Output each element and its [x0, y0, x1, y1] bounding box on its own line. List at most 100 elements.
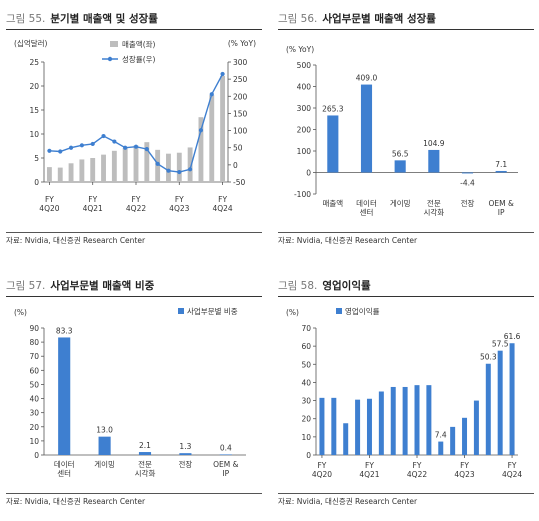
- fig56-category-label: 매출액: [322, 198, 343, 208]
- fig55-x-tick-label: 4Q21: [83, 204, 103, 213]
- fig57-source: 자료: Nvidia, 대신증권 Research Center: [6, 497, 146, 506]
- fig56-number: 그림 56.: [278, 12, 318, 25]
- fig58-y-tick-label: 50: [301, 360, 311, 369]
- fig58-value-label: 50.3: [480, 353, 497, 362]
- fig55-x-tick-label: 4Q23: [169, 204, 189, 213]
- fig56-category-label: 데이터: [356, 198, 377, 208]
- fig55-y-right-unit: (% YoY): [228, 39, 256, 48]
- fig56-bar: [428, 149, 440, 173]
- fig58-x-tick-label: 4Q20: [312, 470, 332, 479]
- fig57-value-label: 0.4: [220, 443, 232, 452]
- fig58-y-tick-label: 70: [301, 324, 311, 333]
- fig57-y-unit: (%): [14, 308, 27, 317]
- fig58-bar: [319, 397, 325, 455]
- fig58-value-label: 57.5: [492, 340, 509, 349]
- fig55-y-right-tick-label: -50: [233, 178, 245, 187]
- fig55-y-right-tick-label: 100: [233, 127, 248, 136]
- fig58-bar: [473, 400, 479, 455]
- fig58-bar: [497, 350, 503, 455]
- fig56-category-label: 센터: [360, 207, 374, 217]
- fig55-source: 자료: Nvidia, 대신증권 Research Center: [6, 236, 146, 245]
- fig56-y-tick-label: 300: [297, 104, 312, 113]
- fig55-x-tick-label: 4Q24: [212, 204, 232, 213]
- fig58-legend-swatch: [336, 308, 342, 314]
- fig57-footer-rule: [6, 493, 262, 494]
- fig58-x-tick-label: FY: [413, 461, 422, 470]
- fig56-y-tick-label: 100: [297, 147, 312, 156]
- fig58-header: 그림 58. 영업이익률: [278, 275, 371, 295]
- panel-fig55: 그림 55. 분기별 매출액 및 성장률 (십억달러) (% YoY) 매출액(좌)…: [6, 8, 262, 245]
- fig57-y-tick-label: 50: [29, 380, 39, 389]
- fig58-x-tick-label: 4Q24: [502, 470, 522, 479]
- fig58-x-tick-label: FY: [460, 461, 469, 470]
- fig58-bar: [343, 423, 349, 455]
- fig57-y-tick-label: 10: [29, 437, 39, 446]
- fig56-category-label: 전문: [427, 198, 441, 208]
- fig57-number: 그림 57.: [6, 279, 46, 292]
- fig56-bar: [327, 115, 339, 173]
- fig55-x-tick-label: FY: [175, 195, 184, 204]
- fig56-value-label: 7.1: [495, 160, 507, 169]
- fig57-title: 사업부문별 매출액 비중: [50, 279, 155, 292]
- fig57-bar: [58, 337, 71, 455]
- fig58-x-tick-label: 4Q23: [454, 470, 474, 479]
- fig55-footer-rule: [6, 232, 262, 233]
- fig55-growth-point: [79, 143, 84, 148]
- fig57-bar: [219, 454, 232, 456]
- fig58-bar: [462, 417, 468, 455]
- fig56-y-tick-label: 400: [297, 83, 312, 92]
- fig56-header: 그림 56. 사업부문별 매출액 성장률: [278, 8, 436, 28]
- fig56-y-unit: (% YoY): [286, 45, 314, 54]
- fig55-title: 분기별 매출액 및 성장률: [50, 12, 158, 25]
- fig55-bar: [101, 154, 106, 182]
- fig57-y-tick-label: 40: [29, 395, 39, 404]
- fig55-y-right-tick-label: 300: [233, 58, 248, 67]
- fig56-y-tick-label: 0: [306, 169, 311, 178]
- fig57-y-tick-label: 60: [29, 366, 39, 375]
- fig57-y-tick-label: 0: [34, 451, 39, 460]
- fig55-y-right-tick-label: 150: [233, 109, 248, 118]
- fig58-y-tick-label: 60: [301, 342, 311, 351]
- fig56-y-tick-label: -100: [294, 190, 311, 199]
- fig58-footer-rule: [278, 493, 534, 494]
- fig57-bar: [179, 453, 192, 455]
- fig58-value-label: 7.4: [435, 431, 447, 440]
- fig55-growth-point: [198, 128, 204, 133]
- fig55-bar: [68, 163, 74, 182]
- fig56-value-label: -4.4: [460, 179, 475, 188]
- fig55-chart: (십억달러) (% YoY) 매출액(좌) 성장률(우) 0 5 10 15 20 25 -50 0 5…: [14, 39, 256, 213]
- fig55-growth-point: [177, 169, 182, 175]
- fig58-bar: [331, 397, 337, 455]
- fig58-x-tick-label: FY: [365, 461, 374, 470]
- fig58-y-tick-label: 10: [301, 433, 311, 442]
- fig58-bar: [366, 398, 372, 455]
- fig58-x-tick-label: 4Q21: [359, 470, 379, 479]
- fig57-value-label: 83.3: [56, 326, 73, 335]
- panel-fig58: 그림 58. 영업이익률 (%) 영업이익률 0 10 20 30 40 50 60 70 7.4 5…: [278, 275, 534, 515]
- fig58-y-tick-label: 20: [301, 415, 311, 424]
- fig57-category-label: 시각화: [135, 468, 156, 478]
- fig57-bar: [138, 452, 152, 455]
- fig55-x-tick-label: FY: [132, 195, 141, 204]
- fig55-bar: [90, 158, 96, 182]
- fig55-y-left-tick-label: 5: [34, 154, 39, 163]
- fig56-bar: [461, 172, 474, 174]
- fig55-legend-bar-swatch: [110, 41, 118, 47]
- fig58-source: 자료: Nvidia, 대신증권 Research Center: [278, 497, 418, 506]
- fig57-header: 그림 57. 사업부문별 매출액 비중: [6, 275, 154, 295]
- fig56-source: 자료: Nvidia, 대신증권 Research Center: [278, 236, 418, 245]
- fig58-legend-label: 영업이익률: [345, 306, 380, 316]
- fig55-bar: [187, 147, 193, 182]
- fig57-y-tick-label: 80: [29, 338, 39, 347]
- fig55-bar: [133, 145, 139, 182]
- fig55-x-tick-label: FY: [45, 195, 54, 204]
- fig56-category-label: 시각화: [423, 207, 444, 217]
- fig58-bar: [438, 441, 444, 455]
- fig55-y-right-tick-label: 250: [233, 75, 248, 84]
- fig55-bar: [122, 147, 128, 182]
- fig55-bar: [46, 167, 52, 182]
- fig58-value-label: 61.6: [504, 332, 521, 341]
- fig57-category-label: 데이터: [54, 459, 75, 469]
- fig58-bar: [426, 385, 432, 455]
